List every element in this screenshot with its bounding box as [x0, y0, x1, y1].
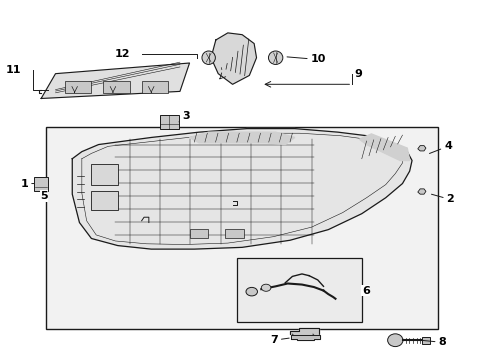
Circle shape — [245, 287, 257, 296]
Polygon shape — [359, 134, 409, 161]
Polygon shape — [290, 335, 319, 340]
Bar — [189, 229, 207, 238]
Text: 7: 7 — [270, 335, 288, 345]
Ellipse shape — [387, 334, 402, 347]
Text: 10: 10 — [286, 54, 325, 64]
Text: 11: 11 — [5, 65, 21, 75]
Text: 12: 12 — [114, 49, 129, 59]
Polygon shape — [72, 129, 411, 249]
Polygon shape — [417, 189, 425, 194]
Polygon shape — [417, 145, 425, 151]
Bar — [142, 81, 168, 93]
Polygon shape — [189, 132, 294, 145]
Text: 5: 5 — [40, 191, 48, 201]
Ellipse shape — [202, 51, 215, 64]
Text: 6: 6 — [361, 285, 369, 296]
Bar — [103, 81, 129, 93]
Bar — [225, 229, 243, 238]
Bar — [421, 337, 429, 344]
Text: 2: 2 — [430, 194, 453, 204]
Text: 8: 8 — [422, 337, 445, 347]
Polygon shape — [211, 33, 256, 84]
Polygon shape — [289, 328, 318, 334]
Bar — [160, 115, 179, 129]
Bar — [65, 81, 91, 93]
Circle shape — [261, 284, 270, 291]
Text: 9: 9 — [354, 69, 362, 79]
Polygon shape — [41, 63, 189, 99]
Text: 4: 4 — [428, 141, 451, 153]
Bar — [91, 164, 118, 185]
Bar — [34, 177, 48, 191]
Bar — [237, 258, 361, 322]
Text: 3: 3 — [179, 111, 189, 122]
Bar — [91, 191, 118, 210]
Bar — [46, 127, 437, 329]
Ellipse shape — [268, 51, 282, 64]
Text: 1: 1 — [20, 179, 34, 189]
